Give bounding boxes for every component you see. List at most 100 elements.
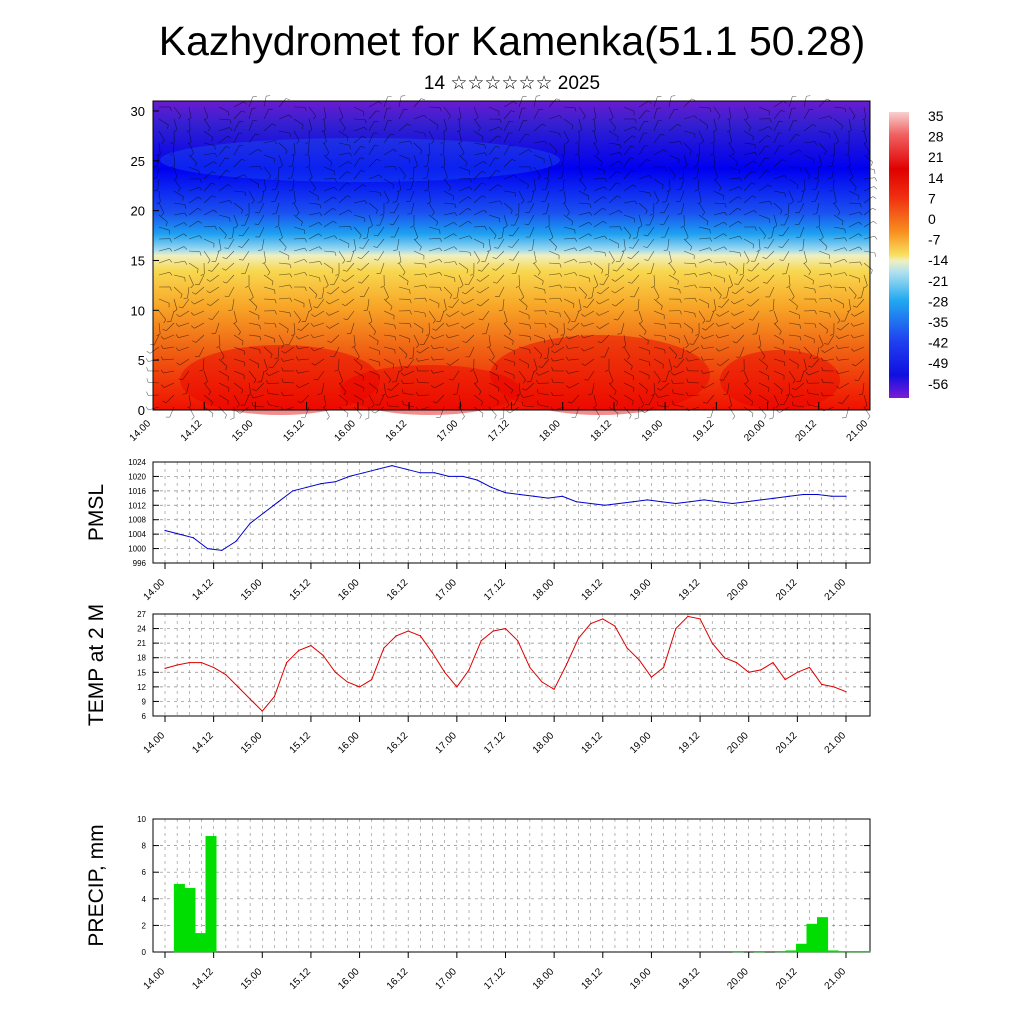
warm-core-3 bbox=[720, 350, 840, 410]
precip-xtick-label: 17.00 bbox=[434, 966, 460, 992]
pmsl-ytick-label: 1024 bbox=[128, 458, 146, 467]
temp-ytick-label: 6 bbox=[142, 712, 147, 721]
pmsl-point bbox=[391, 465, 393, 467]
temp-point bbox=[334, 671, 336, 673]
temp-point bbox=[553, 688, 555, 690]
heatmap-ytick-label: 10 bbox=[131, 303, 145, 318]
temp-point bbox=[845, 691, 847, 693]
page-subtitle: 14 ☆☆☆☆☆☆ 2025 bbox=[423, 73, 601, 94]
pmsl-point bbox=[164, 529, 166, 532]
temp-point bbox=[492, 630, 494, 632]
precip-bar bbox=[194, 933, 206, 953]
heatmap-xtick-label: 19.12 bbox=[691, 418, 717, 444]
pmsl-xtick-label: 18.00 bbox=[531, 577, 557, 603]
precip-bar bbox=[848, 951, 860, 953]
cold-core bbox=[160, 138, 560, 182]
pmsl-xtick-label: 14.12 bbox=[190, 577, 216, 603]
pmsl-point bbox=[462, 475, 464, 478]
pmsl-point bbox=[746, 501, 748, 503]
pmsl-point bbox=[306, 486, 308, 488]
temp-xtick-label: 14.00 bbox=[142, 730, 168, 756]
wind-barbs bbox=[145, 95, 878, 420]
heatmap-xtick-label: 17.12 bbox=[486, 418, 512, 444]
heatmap-xtick-label: 19.00 bbox=[640, 418, 666, 444]
page-title: Kazhydromet for Kamenka(51.1 50.28) bbox=[158, 18, 866, 64]
precip-xtick-label: 17.12 bbox=[482, 966, 508, 992]
temp-point bbox=[784, 678, 786, 681]
pmsl-point bbox=[618, 502, 620, 505]
temp-ytick-label: 15 bbox=[137, 668, 146, 677]
precip-bar bbox=[774, 951, 786, 953]
temp-xtick-label: 16.00 bbox=[336, 730, 362, 756]
pmsl-point bbox=[689, 501, 691, 503]
heatmap-ytick-label: 25 bbox=[131, 154, 145, 169]
temp-xtick-label: 16.12 bbox=[385, 730, 411, 756]
temp-point bbox=[261, 710, 263, 712]
temp-point bbox=[626, 647, 628, 649]
temp-xtick-label: 18.12 bbox=[579, 730, 605, 756]
heatmap-ytick-label: 15 bbox=[131, 253, 145, 268]
colorbar-label: 35 bbox=[928, 108, 944, 124]
temp-xtick-label: 19.00 bbox=[628, 730, 654, 756]
temp-point bbox=[431, 652, 434, 654]
temp-point bbox=[748, 671, 750, 673]
pmsl-point bbox=[760, 499, 762, 501]
heatmap-xtick-label: 14.12 bbox=[179, 418, 205, 444]
temp-point bbox=[456, 686, 458, 688]
colorbar bbox=[889, 112, 909, 398]
pmsl-point bbox=[405, 468, 407, 470]
precip-bar bbox=[806, 923, 818, 953]
temp-point bbox=[310, 644, 312, 647]
temp-ytick-label: 21 bbox=[137, 639, 146, 648]
temp-point bbox=[808, 666, 811, 669]
temp-point bbox=[237, 686, 239, 688]
precip-ytick-label: 0 bbox=[142, 948, 147, 957]
pmsl-point bbox=[675, 502, 677, 505]
temperature-field bbox=[153, 101, 870, 410]
precip-xtick-label: 19.00 bbox=[628, 966, 654, 992]
pmsl-xtick-label: 14.00 bbox=[142, 577, 168, 603]
temp-point bbox=[322, 654, 324, 656]
pmsl-point bbox=[363, 472, 365, 474]
precip-bar bbox=[785, 950, 797, 953]
temp-ytick-label: 18 bbox=[137, 654, 146, 663]
temp-point bbox=[188, 661, 190, 664]
colorbar-label: 0 bbox=[928, 211, 936, 227]
precip-bar bbox=[205, 836, 217, 953]
pmsl-point bbox=[703, 499, 705, 501]
pmsl-point bbox=[192, 537, 194, 539]
temp-point bbox=[529, 666, 531, 669]
pmsl-point bbox=[334, 481, 336, 483]
pmsl-point bbox=[547, 497, 549, 499]
precip-ytick-label: 6 bbox=[142, 868, 147, 877]
temp-point bbox=[176, 664, 178, 666]
pmsl-point bbox=[731, 502, 734, 505]
precip-bar bbox=[732, 951, 744, 953]
pmsl-point bbox=[575, 501, 578, 503]
pmsl-ytick-label: 996 bbox=[133, 559, 147, 568]
heatmap-xtick-label: 18.12 bbox=[589, 418, 615, 444]
pmsl-point bbox=[221, 549, 223, 551]
pmsl-xtick-label: 21.00 bbox=[823, 577, 849, 603]
temp-point bbox=[213, 666, 215, 669]
colorbar-label: -56 bbox=[928, 376, 948, 392]
precip-bar bbox=[859, 951, 871, 953]
temp-xtick-label: 18.00 bbox=[531, 730, 557, 756]
colorbar-label: -14 bbox=[928, 252, 948, 268]
temp-point bbox=[541, 681, 543, 683]
precip-bar bbox=[795, 943, 807, 953]
pmsl-ylabel: PMSL bbox=[85, 484, 108, 541]
temp-ytick-label: 12 bbox=[137, 683, 146, 692]
pmsl-point bbox=[845, 495, 847, 497]
pmsl-point bbox=[433, 472, 436, 474]
heatmap-xtick-label: 15.12 bbox=[281, 418, 307, 444]
precip-xtick-label: 19.12 bbox=[677, 966, 703, 992]
temp-point bbox=[602, 618, 604, 620]
temp-point bbox=[468, 669, 470, 671]
temp-point bbox=[286, 661, 288, 664]
heatmap-ytick-label: 5 bbox=[138, 353, 145, 368]
heatmap-xtick-label: 15.00 bbox=[230, 418, 256, 444]
precip-ytick-label: 2 bbox=[142, 921, 147, 930]
temp-point bbox=[675, 627, 677, 630]
